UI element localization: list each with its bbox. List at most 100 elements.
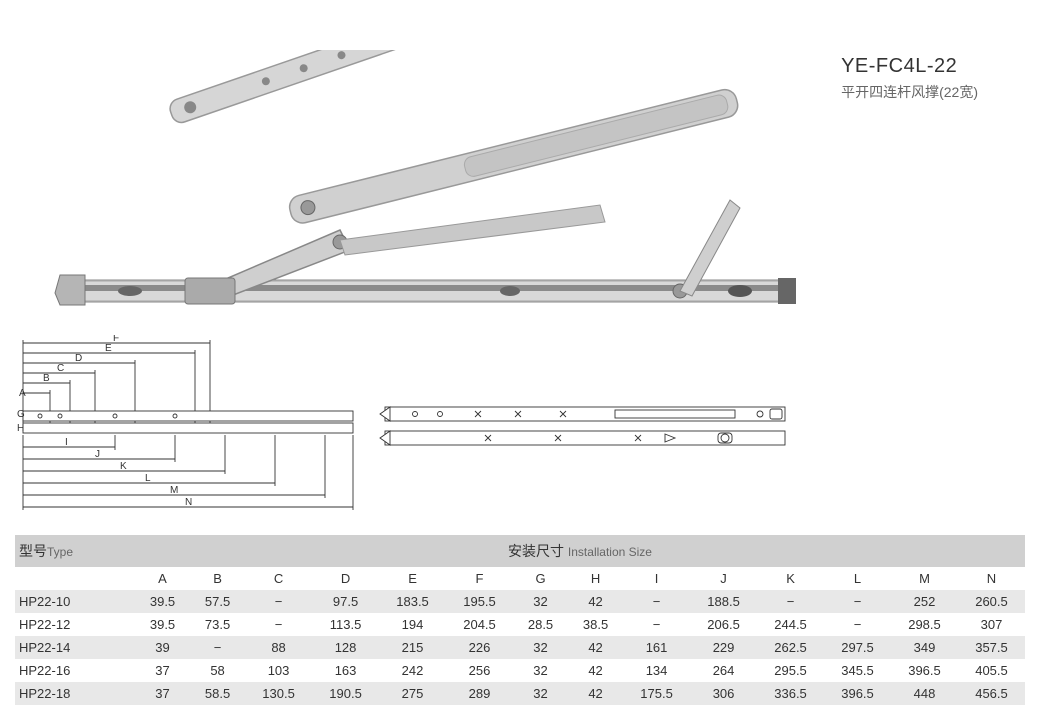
col-E: E [379,567,446,590]
data-cell: 88 [245,636,312,659]
dimension-diagram: F E D C B A G H [15,335,795,515]
data-cell: 244.5 [757,613,824,636]
data-cell: − [757,590,824,613]
data-cell: 256 [446,659,513,682]
data-cell: 298.5 [891,613,958,636]
data-cell: 73.5 [190,613,245,636]
spec-table: 型号Type 安装尺寸 Installation Size A B C D E … [15,535,1025,705]
data-cell: 39.5 [135,590,190,613]
data-cell: 306 [690,682,757,705]
table-row: HP22-183758.5130.5190.52752893242175.530… [15,682,1025,705]
size-header: 安装尺寸 Installation Size [135,535,1025,567]
type-cell: HP22-12 [15,613,135,636]
data-cell: − [824,590,891,613]
data-cell: 275 [379,682,446,705]
svg-text:I: I [65,437,68,448]
data-cell: 38.5 [568,613,623,636]
table-row: HP22-1039.557.5−97.5183.5195.53242−188.5… [15,590,1025,613]
svg-text:C: C [57,363,64,374]
table-row: HP22-1239.573.5−113.5194204.528.538.5−20… [15,613,1025,636]
svg-text:F: F [113,335,119,344]
table-header-row: 型号Type 安装尺寸 Installation Size [15,535,1025,567]
svg-text:G: G [17,409,25,420]
col-H: H [568,567,623,590]
col-I: I [623,567,690,590]
data-cell: − [245,590,312,613]
product-title-block: YE-FC4L-22 平开四连杆风撑(22宽) [841,55,978,102]
data-cell: 264 [690,659,757,682]
col-G: G [513,567,568,590]
data-cell: 39 [135,636,190,659]
svg-text:M: M [170,485,178,496]
data-cell: 396.5 [824,682,891,705]
svg-text:A: A [19,388,26,399]
data-cell: − [623,613,690,636]
data-cell: 32 [513,659,568,682]
col-J: J [690,567,757,590]
svg-text:J: J [95,449,100,460]
data-cell: 260.5 [958,590,1025,613]
data-cell: 226 [446,636,513,659]
data-cell: 42 [568,682,623,705]
type-cell: HP22-14 [15,636,135,659]
installation-size-table: 型号Type 安装尺寸 Installation Size A B C D E … [15,535,1025,705]
table-row: HP22-1439−881282152263242161229262.5297.… [15,636,1025,659]
data-cell: 57.5 [190,590,245,613]
data-cell: 405.5 [958,659,1025,682]
type-label-en: Type [47,545,73,559]
data-cell: 456.5 [958,682,1025,705]
data-cell: 448 [891,682,958,705]
data-cell: 103 [245,659,312,682]
type-cell: HP22-16 [15,659,135,682]
data-cell: − [623,590,690,613]
svg-text:E: E [105,343,112,354]
data-cell: 297.5 [824,636,891,659]
svg-text:B: B [43,373,50,384]
col-A: A [135,567,190,590]
col-K: K [757,567,824,590]
col-N: N [958,567,1025,590]
data-cell: 357.5 [958,636,1025,659]
data-cell: 204.5 [446,613,513,636]
col-M: M [891,567,958,590]
data-cell: 190.5 [312,682,379,705]
size-label-en: Installation Size [568,545,652,559]
data-cell: 215 [379,636,446,659]
type-label-cn: 型号 [19,543,47,559]
model-number: YE-FC4L-22 [841,55,978,78]
data-cell: − [824,613,891,636]
data-cell: 58 [190,659,245,682]
svg-text:D: D [75,353,82,364]
data-cell: 345.5 [824,659,891,682]
column-header-row: A B C D E F G H I J K L M N [15,567,1025,590]
data-cell: 128 [312,636,379,659]
data-cell: 42 [568,659,623,682]
data-cell: 295.5 [757,659,824,682]
data-cell: 175.5 [623,682,690,705]
type-header: 型号Type [15,535,135,567]
model-description: 平开四连杆风撑(22宽) [841,82,978,102]
svg-text:N: N [185,497,192,508]
svg-text:K: K [120,461,127,472]
data-cell: 349 [891,636,958,659]
data-cell: 37 [135,659,190,682]
col-B: B [190,567,245,590]
table-row: HP22-1637581031632422563242134264295.534… [15,659,1025,682]
data-cell: 32 [513,682,568,705]
data-cell: 289 [446,682,513,705]
data-cell: 206.5 [690,613,757,636]
data-cell: 42 [568,590,623,613]
data-cell: 229 [690,636,757,659]
data-cell: 195.5 [446,590,513,613]
data-cell: 188.5 [690,590,757,613]
data-cell: 396.5 [891,659,958,682]
data-cell: − [190,636,245,659]
data-cell: 252 [891,590,958,613]
data-cell: 32 [513,590,568,613]
data-cell: 194 [379,613,446,636]
data-cell: − [245,613,312,636]
data-cell: 32 [513,636,568,659]
data-cell: 37 [135,682,190,705]
data-cell: 42 [568,636,623,659]
data-cell: 163 [312,659,379,682]
